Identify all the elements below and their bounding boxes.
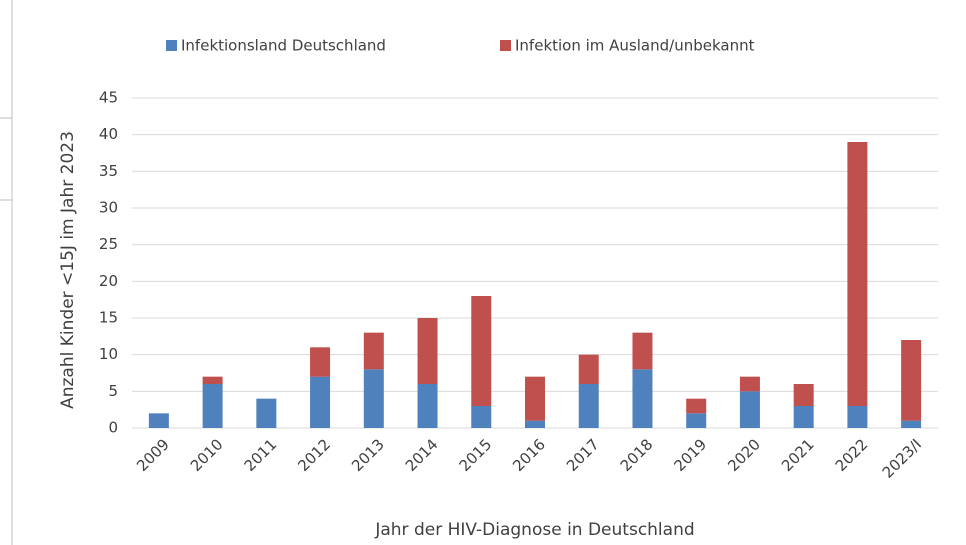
legend-swatch	[166, 40, 177, 51]
bar-segment	[578, 384, 599, 428]
bar-segment	[847, 406, 868, 428]
y-tick-label: 40	[99, 125, 118, 143]
bar-segment	[417, 384, 438, 428]
bar-segment	[363, 332, 384, 370]
y-tick-label: 30	[99, 199, 118, 217]
legend-swatch	[500, 40, 511, 51]
bar-segment	[847, 142, 868, 406]
bar-segment	[471, 296, 492, 406]
bar-segment	[901, 420, 922, 428]
x-axis-title: Jahr der HIV-Diagnose in Deutschland	[374, 520, 694, 540]
bar-segment	[310, 347, 331, 377]
y-tick-label: 35	[99, 162, 118, 180]
bar-segment	[525, 376, 545, 421]
bar-segment	[525, 420, 545, 428]
y-tick-label: 20	[99, 272, 118, 290]
y-tick-label: 5	[108, 382, 118, 400]
bar-segment	[202, 384, 223, 428]
y-tick-label: 15	[99, 309, 118, 327]
legend-label: Infektion im Ausland/unbekannt	[515, 37, 755, 55]
bar-segment	[632, 369, 653, 428]
y-tick-label: 10	[99, 345, 118, 363]
bar-segment	[202, 376, 223, 384]
y-axis-title: Anzahl Kinder <15J im Jahr 2023	[58, 131, 78, 409]
y-tick-label: 45	[99, 89, 118, 107]
bar-segment	[739, 376, 760, 392]
bar-segment	[686, 413, 707, 428]
bar-segment	[793, 406, 814, 428]
bar-segment	[793, 384, 814, 406]
bar-segment	[739, 391, 760, 428]
y-tick-label: 25	[99, 235, 118, 253]
bar-segment	[686, 398, 707, 414]
bar-segment	[148, 413, 169, 428]
bar-segment	[901, 340, 922, 421]
bar-segment	[578, 354, 599, 384]
bar-segment	[256, 398, 277, 428]
bar-segment	[471, 406, 492, 428]
bar-segment	[417, 318, 438, 384]
bar-segment	[363, 369, 384, 428]
bar-segment	[632, 332, 653, 370]
y-tick-label: 0	[108, 419, 118, 437]
legend-label: Infektionsland Deutschland	[181, 37, 386, 55]
bar-segment	[310, 376, 331, 428]
